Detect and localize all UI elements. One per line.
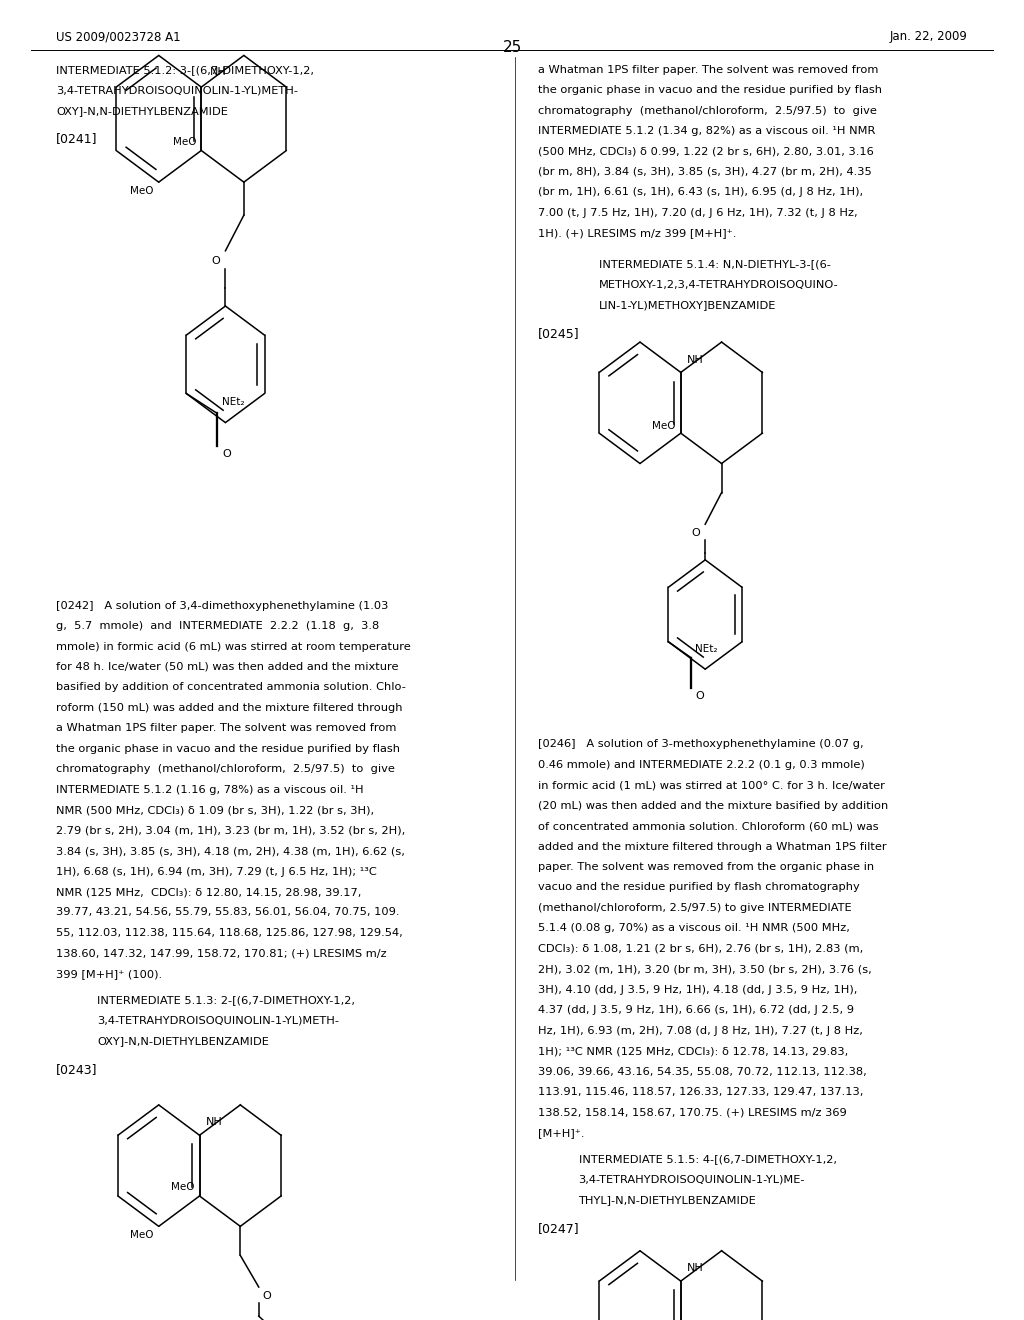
Text: 3.84 (s, 3H), 3.85 (s, 3H), 4.18 (m, 2H), 4.38 (m, 1H), 6.62 (s,: 3.84 (s, 3H), 3.85 (s, 3H), 4.18 (m, 2H)… <box>56 846 406 857</box>
Text: for 48 h. Ice/water (50 mL) was then added and the mixture: for 48 h. Ice/water (50 mL) was then add… <box>56 661 398 672</box>
Text: CDCl₃): δ 1.08, 1.21 (2 br s, 6H), 2.76 (br s, 1H), 2.83 (m,: CDCl₃): δ 1.08, 1.21 (2 br s, 6H), 2.76 … <box>538 944 863 954</box>
Text: [0247]: [0247] <box>538 1222 580 1236</box>
Text: NH: NH <box>206 1117 222 1127</box>
Text: 1H). (+) LRESIMS m/z 399 [M+H]⁺.: 1H). (+) LRESIMS m/z 399 [M+H]⁺. <box>538 228 736 239</box>
Text: g,  5.7  mmole)  and  INTERMEDIATE  2.2.2  (1.18  g,  3.8: g, 5.7 mmole) and INTERMEDIATE 2.2.2 (1.… <box>56 620 380 631</box>
Text: O: O <box>691 528 700 539</box>
Text: 55, 112.03, 112.38, 115.64, 118.68, 125.86, 127.98, 129.54,: 55, 112.03, 112.38, 115.64, 118.68, 125.… <box>56 928 403 939</box>
Text: [0246]   A solution of 3-methoxyphenethylamine (0.07 g,: [0246] A solution of 3-methoxyphenethyla… <box>538 739 863 750</box>
Text: 0.46 mmole) and INTERMEDIATE 2.2.2 (0.1 g, 0.3 mmole): 0.46 mmole) and INTERMEDIATE 2.2.2 (0.1 … <box>538 759 864 770</box>
Text: added and the mixture filtered through a Whatman 1PS filter: added and the mixture filtered through a… <box>538 842 886 851</box>
Text: 1H); ¹³C NMR (125 MHz, CDCl₃): δ 12.78, 14.13, 29.83,: 1H); ¹³C NMR (125 MHz, CDCl₃): δ 12.78, … <box>538 1047 848 1056</box>
Text: MeO: MeO <box>130 1230 154 1241</box>
Text: (methanol/chloroform, 2.5/97.5) to give INTERMEDIATE: (methanol/chloroform, 2.5/97.5) to give … <box>538 903 851 913</box>
Text: Jan. 22, 2009: Jan. 22, 2009 <box>890 30 968 44</box>
Text: NMR (125 MHz,  CDCl₃): δ 12.80, 14.15, 28.98, 39.17,: NMR (125 MHz, CDCl₃): δ 12.80, 14.15, 28… <box>56 887 361 898</box>
Text: INTERMEDIATE 5.1.3: 2-[(6,7-DIMETHOXY-1,2,: INTERMEDIATE 5.1.3: 2-[(6,7-DIMETHOXY-1,… <box>97 995 355 1006</box>
Text: roform (150 mL) was added and the mixture filtered through: roform (150 mL) was added and the mixtur… <box>56 702 402 713</box>
Text: [0243]: [0243] <box>56 1063 98 1076</box>
Text: NMR (500 MHz, CDCl₃) δ 1.09 (br s, 3H), 1.22 (br s, 3H),: NMR (500 MHz, CDCl₃) δ 1.09 (br s, 3H), … <box>56 805 375 816</box>
Text: (br m, 1H), 6.61 (s, 1H), 6.43 (s, 1H), 6.95 (d, J 8 Hz, 1H),: (br m, 1H), 6.61 (s, 1H), 6.43 (s, 1H), … <box>538 187 863 198</box>
Text: 3,4-TETRAHYDROISOQUINOLIN-1-YL)ME-: 3,4-TETRAHYDROISOQUINOLIN-1-YL)ME- <box>579 1175 805 1185</box>
Text: chromatography  (methanol/chloroform,  2.5/97.5)  to  give: chromatography (methanol/chloroform, 2.5… <box>538 106 877 116</box>
Text: O: O <box>263 1291 271 1302</box>
Text: 7.00 (t, J 7.5 Hz, 1H), 7.20 (d, J 6 Hz, 1H), 7.32 (t, J 8 Hz,: 7.00 (t, J 7.5 Hz, 1H), 7.20 (d, J 6 Hz,… <box>538 207 857 218</box>
Text: 3,4-TETRAHYDROISOQUINOLIN-1-YL)METH-: 3,4-TETRAHYDROISOQUINOLIN-1-YL)METH- <box>97 1016 339 1026</box>
Text: NEt₂: NEt₂ <box>222 397 245 407</box>
Text: NH: NH <box>210 66 226 77</box>
Text: (20 mL) was then added and the mixture basified by addition: (20 mL) was then added and the mixture b… <box>538 800 888 810</box>
Text: THYL]-N,N-DIETHYLBENZAMIDE: THYL]-N,N-DIETHYLBENZAMIDE <box>579 1196 757 1205</box>
Text: basified by addition of concentrated ammonia solution. Chlo-: basified by addition of concentrated amm… <box>56 682 407 693</box>
Text: 3,4-TETRAHYDROISOQUINOLIN-1-YL)METH-: 3,4-TETRAHYDROISOQUINOLIN-1-YL)METH- <box>56 86 298 95</box>
Text: mmole) in formic acid (6 mL) was stirred at room temperature: mmole) in formic acid (6 mL) was stirred… <box>56 642 411 652</box>
Text: 5.1.4 (0.08 g, 70%) as a viscous oil. ¹H NMR (500 MHz,: 5.1.4 (0.08 g, 70%) as a viscous oil. ¹H… <box>538 924 850 933</box>
Text: a Whatman 1PS filter paper. The solvent was removed from: a Whatman 1PS filter paper. The solvent … <box>56 723 396 734</box>
Text: 25: 25 <box>503 40 521 54</box>
Text: O: O <box>212 256 220 267</box>
Text: 2.79 (br s, 2H), 3.04 (m, 1H), 3.23 (br m, 1H), 3.52 (br s, 2H),: 2.79 (br s, 2H), 3.04 (m, 1H), 3.23 (br … <box>56 826 406 836</box>
Text: (500 MHz, CDCl₃) δ 0.99, 1.22 (2 br s, 6H), 2.80, 3.01, 3.16: (500 MHz, CDCl₃) δ 0.99, 1.22 (2 br s, 6… <box>538 147 873 157</box>
Text: OXY]-N,N-DIETHYLBENZAMIDE: OXY]-N,N-DIETHYLBENZAMIDE <box>97 1036 269 1047</box>
Text: 399 [M+H]⁺ (100).: 399 [M+H]⁺ (100). <box>56 969 163 979</box>
Text: vacuo and the residue purified by flash chromatography: vacuo and the residue purified by flash … <box>538 883 859 892</box>
Text: NH: NH <box>687 355 703 364</box>
Text: 39.77, 43.21, 54.56, 55.79, 55.83, 56.01, 56.04, 70.75, 109.: 39.77, 43.21, 54.56, 55.79, 55.83, 56.01… <box>56 908 399 917</box>
Text: 138.52, 158.14, 158.67, 170.75. (+) LRESIMS m/z 369: 138.52, 158.14, 158.67, 170.75. (+) LRES… <box>538 1107 847 1118</box>
Text: of concentrated ammonia solution. Chloroform (60 mL) was: of concentrated ammonia solution. Chloro… <box>538 821 879 832</box>
Text: 138.60, 147.32, 147.99, 158.72, 170.81; (+) LRESIMS m/z: 138.60, 147.32, 147.99, 158.72, 170.81; … <box>56 949 387 958</box>
Text: chromatography  (methanol/chloroform,  2.5/97.5)  to  give: chromatography (methanol/chloroform, 2.5… <box>56 764 395 775</box>
Text: 4.37 (dd, J 3.5, 9 Hz, 1H), 6.66 (s, 1H), 6.72 (dd, J 2.5, 9: 4.37 (dd, J 3.5, 9 Hz, 1H), 6.66 (s, 1H)… <box>538 1006 854 1015</box>
Text: in formic acid (1 mL) was stirred at 100° C. for 3 h. Ice/water: in formic acid (1 mL) was stirred at 100… <box>538 780 885 791</box>
Text: 1H), 6.68 (s, 1H), 6.94 (m, 3H), 7.29 (t, J 6.5 Hz, 1H); ¹³C: 1H), 6.68 (s, 1H), 6.94 (m, 3H), 7.29 (t… <box>56 867 377 876</box>
Text: US 2009/0023728 A1: US 2009/0023728 A1 <box>56 30 181 44</box>
Text: MeO: MeO <box>130 186 154 197</box>
Text: LIN-1-YL)METHOXY]BENZAMIDE: LIN-1-YL)METHOXY]BENZAMIDE <box>599 300 776 310</box>
Text: O: O <box>695 690 703 701</box>
Text: METHOXY-1,2,3,4-TETRAHYDROISOQUINO-: METHOXY-1,2,3,4-TETRAHYDROISOQUINO- <box>599 280 839 289</box>
Text: NH: NH <box>687 1263 703 1274</box>
Text: O: O <box>222 449 230 459</box>
Text: MeO: MeO <box>173 136 197 147</box>
Text: 113.91, 115.46, 118.57, 126.33, 127.33, 129.47, 137.13,: 113.91, 115.46, 118.57, 126.33, 127.33, … <box>538 1088 863 1097</box>
Text: INTERMEDIATE 5.1.2 (1.16 g, 78%) as a viscous oil. ¹H: INTERMEDIATE 5.1.2 (1.16 g, 78%) as a vi… <box>56 784 364 795</box>
Text: [0241]: [0241] <box>56 132 98 145</box>
Text: the organic phase in vacuo and the residue purified by flash: the organic phase in vacuo and the resid… <box>538 86 882 95</box>
Text: a Whatman 1PS filter paper. The solvent was removed from: a Whatman 1PS filter paper. The solvent … <box>538 65 878 75</box>
Text: 3H), 4.10 (dd, J 3.5, 9 Hz, 1H), 4.18 (dd, J 3.5, 9 Hz, 1H),: 3H), 4.10 (dd, J 3.5, 9 Hz, 1H), 4.18 (d… <box>538 985 857 995</box>
Text: INTERMEDIATE 5.1.2: 3-[(6,7-DIMETHOXY-1,2,: INTERMEDIATE 5.1.2: 3-[(6,7-DIMETHOXY-1,… <box>56 65 314 75</box>
Text: [0242]   A solution of 3,4-dimethoxyphenethylamine (1.03: [0242] A solution of 3,4-dimethoxyphenet… <box>56 601 389 611</box>
Text: 2H), 3.02 (m, 1H), 3.20 (br m, 3H), 3.50 (br s, 2H), 3.76 (s,: 2H), 3.02 (m, 1H), 3.20 (br m, 3H), 3.50… <box>538 965 871 974</box>
Text: (br m, 8H), 3.84 (s, 3H), 3.85 (s, 3H), 4.27 (br m, 2H), 4.35: (br m, 8H), 3.84 (s, 3H), 3.85 (s, 3H), … <box>538 166 871 177</box>
Text: the organic phase in vacuo and the residue purified by flash: the organic phase in vacuo and the resid… <box>56 743 400 754</box>
Text: MeO: MeO <box>652 421 676 430</box>
Text: INTERMEDIATE 5.1.4: N,N-DIETHYL-3-[(6-: INTERMEDIATE 5.1.4: N,N-DIETHYL-3-[(6- <box>599 259 830 269</box>
Text: INTERMEDIATE 5.1.2 (1.34 g, 82%) as a viscous oil. ¹H NMR: INTERMEDIATE 5.1.2 (1.34 g, 82%) as a vi… <box>538 125 874 136</box>
Text: NEt₂: NEt₂ <box>695 644 718 653</box>
Text: INTERMEDIATE 5.1.5: 4-[(6,7-DIMETHOXY-1,2,: INTERMEDIATE 5.1.5: 4-[(6,7-DIMETHOXY-1,… <box>579 1155 837 1164</box>
Text: MeO: MeO <box>171 1181 195 1192</box>
Text: OXY]-N,N-DIETHYLBENZAMIDE: OXY]-N,N-DIETHYLBENZAMIDE <box>56 106 228 116</box>
Text: Hz, 1H), 6.93 (m, 2H), 7.08 (d, J 8 Hz, 1H), 7.27 (t, J 8 Hz,: Hz, 1H), 6.93 (m, 2H), 7.08 (d, J 8 Hz, … <box>538 1026 862 1036</box>
Text: [M+H]⁺.: [M+H]⁺. <box>538 1129 584 1138</box>
Text: 39.06, 39.66, 43.16, 54.35, 55.08, 70.72, 112.13, 112.38,: 39.06, 39.66, 43.16, 54.35, 55.08, 70.72… <box>538 1067 866 1077</box>
Text: [0245]: [0245] <box>538 326 580 339</box>
Text: paper. The solvent was removed from the organic phase in: paper. The solvent was removed from the … <box>538 862 873 873</box>
